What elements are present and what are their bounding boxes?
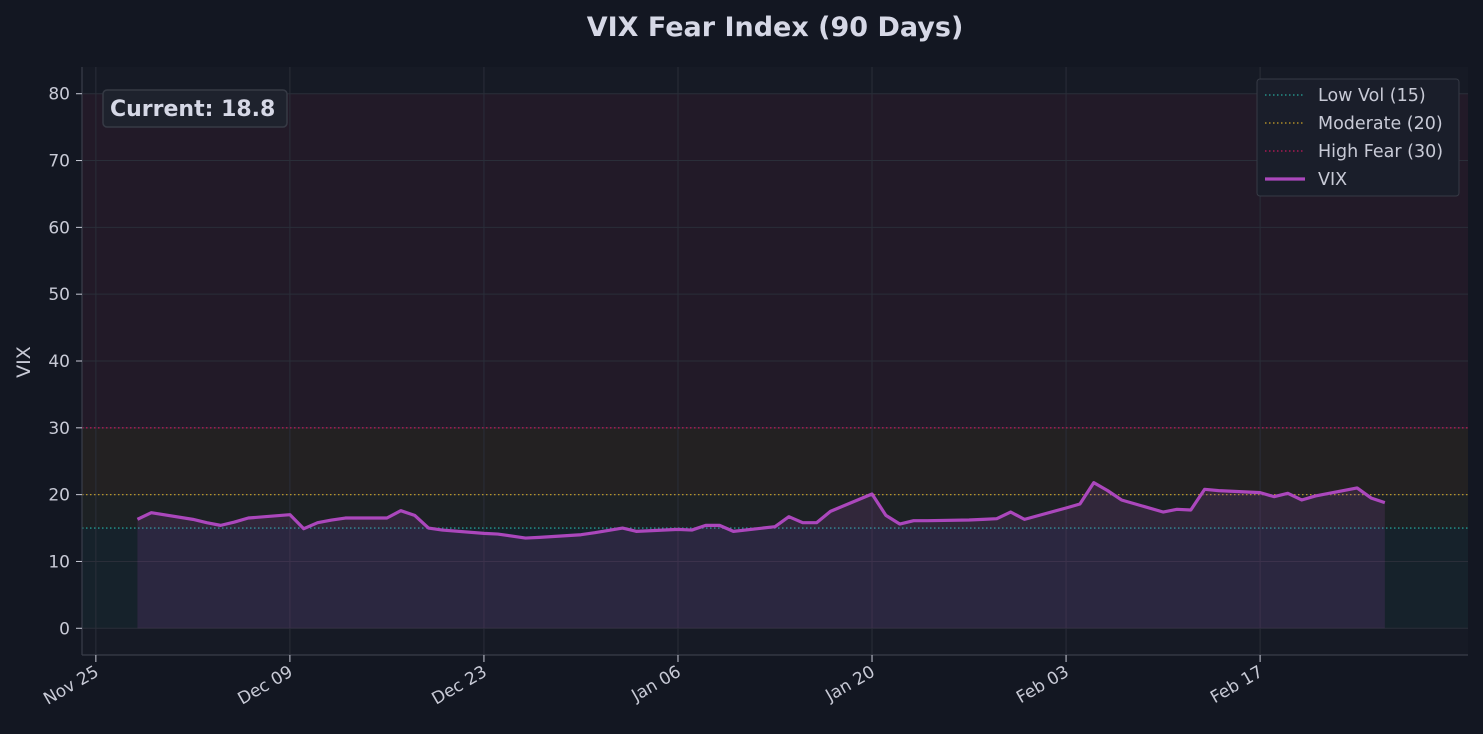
vix-point [441,528,444,531]
legend-box [1256,78,1460,197]
vix-point [1189,508,1192,511]
legend: Low Vol (15) Moderate (20) High Fear (30) V… [1256,78,1460,197]
vix-point [967,518,970,521]
vix-point [829,510,832,513]
gridlines [82,67,1468,655]
vix-point [1092,481,1095,484]
current-value-box [102,89,288,128]
vix-point [1175,508,1178,511]
y-tick-label: 70 [48,152,70,172]
vix-point [635,530,638,533]
vix-area [137,482,1385,629]
y-axis-ticks: 0 10 20 30 40 50 60 70 80 [48,85,82,639]
vix-point [1106,489,1109,492]
vix-point [524,536,527,539]
y-tick-label: 50 [48,285,70,305]
y-tick-label: 20 [48,486,70,506]
legend-label: Low Vol (15) [1318,86,1426,106]
vix-point [1009,510,1012,513]
vix-point [496,532,499,535]
vix-point [1286,492,1289,495]
vix-point [1120,498,1123,501]
vix-point [898,522,901,525]
chart-title: VIX Fear Index (90 Days) [587,12,964,43]
vix-point [150,511,153,514]
risk-band-1 [82,494,1468,529]
risk-bands [82,93,1468,629]
vix-point [427,526,430,529]
vix-point [801,521,804,524]
vix-point [579,533,582,536]
current-value-text: Current: 18.8 [110,97,275,122]
vix-point [482,532,485,535]
risk-band-2 [82,427,1468,495]
vix-point [1272,495,1275,498]
y-tick-label: 0 [59,619,70,639]
legend-label: Moderate (20) [1318,114,1443,134]
vix-point [690,528,693,531]
vix-point [413,514,416,517]
risk-band-3 [82,93,1468,428]
vix-area-fill [137,482,1385,629]
vix-point [399,509,402,512]
vix-point [247,516,250,519]
vix-point [344,516,347,519]
vix-point [538,536,541,539]
vix-point [787,515,790,518]
vix-line-series [136,481,1386,540]
vix-point [1300,498,1303,501]
current-value-annotation: Current: 18.8 [102,89,288,128]
vix-point [912,519,915,522]
y-tick-label: 60 [48,218,70,238]
vix-point [773,525,776,528]
vix-point [1259,491,1262,494]
y-tick-label: 40 [48,352,70,372]
vix-point [1383,501,1386,504]
vix-point [718,524,721,527]
vix-point [1023,518,1026,521]
vix-point [815,521,818,524]
vix-point [219,524,222,527]
vix-point [884,514,887,517]
vix-point [288,513,291,516]
vix-point [995,517,998,520]
y-tick-label: 10 [48,552,70,572]
vix-point [870,492,873,495]
vix-point [593,531,596,534]
y-tick-label: 30 [48,419,70,439]
vix-point [981,518,984,521]
vix-point [191,518,194,521]
vix-point [385,516,388,519]
vix-point [1217,489,1220,492]
legend-label: High Fear (30) [1318,142,1443,162]
vix-point [205,521,208,524]
vix-point [1356,486,1359,489]
vix-point [316,521,319,524]
vix-line [136,481,1386,540]
vix-point [302,527,305,530]
vix-point [233,520,236,523]
y-tick-label: 80 [48,85,70,105]
y-axis-label: VIX [13,346,35,378]
risk-band-0 [82,528,1468,629]
vix-point [926,519,929,522]
vix-point [1078,502,1081,505]
vix-point [330,518,333,521]
vix-point [621,526,624,529]
vix-point [732,530,735,533]
vix-point [1369,496,1372,499]
vix-point [1203,488,1206,491]
vix-point [1161,510,1164,513]
vix-point [136,518,139,521]
vix-point [704,524,707,527]
legend-label: VIX [1318,170,1347,190]
vix-point [1064,506,1067,509]
vix-point [1314,494,1317,497]
vix-point [676,528,679,531]
